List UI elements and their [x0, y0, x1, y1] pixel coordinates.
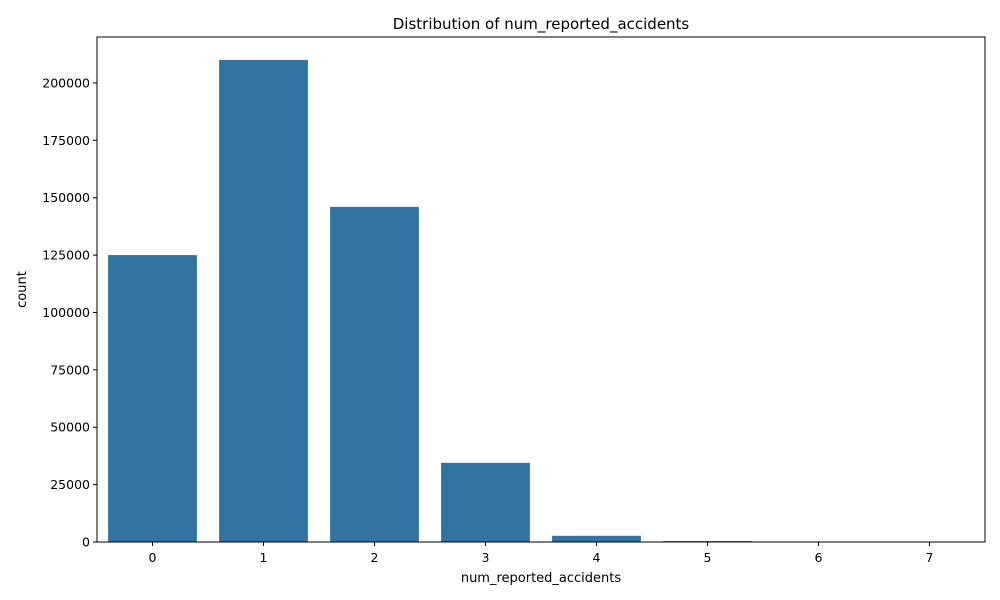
y-tick-label: 50000: [50, 420, 90, 435]
plot-frame: [96, 36, 986, 543]
x-tick-label: 0: [149, 550, 157, 565]
bars-layer: [108, 59, 974, 543]
y-tick-label: 100000: [42, 305, 90, 320]
x-tick-label: 3: [482, 550, 490, 565]
bar-2: [330, 206, 419, 542]
y-tick-label: 200000: [42, 75, 90, 90]
y-tick-label: 75000: [50, 362, 90, 377]
y-tick-label: 0: [82, 535, 90, 550]
y-tick-label: 175000: [42, 133, 90, 148]
x-tick-label: 7: [926, 550, 934, 565]
bar-1: [219, 59, 308, 543]
y-tick-label: 125000: [42, 248, 90, 263]
x-tick-label: 1: [260, 550, 268, 565]
y-tick-label: 150000: [42, 190, 90, 205]
x-axis-label: num_reported_accidents: [461, 571, 622, 586]
chart-title: Distribution of num_reported_accidents: [393, 15, 690, 34]
x-tick-label: 6: [815, 550, 823, 565]
bar-0: [108, 255, 197, 542]
x-tick-label: 5: [704, 550, 712, 565]
y-axis-ticks: 0 25000 50000 75000 100000 125000 150000 175000…: [42, 75, 97, 550]
x-tick-label: 4: [593, 550, 601, 565]
y-tick-label: 25000: [50, 477, 90, 492]
x-axis-ticks: 0 1 2 3 4 5 6 7: [149, 542, 934, 565]
bar-3: [441, 462, 530, 542]
x-tick-label: 2: [371, 550, 379, 565]
bar-4: [552, 535, 641, 542]
y-axis-label: count: [15, 271, 30, 308]
